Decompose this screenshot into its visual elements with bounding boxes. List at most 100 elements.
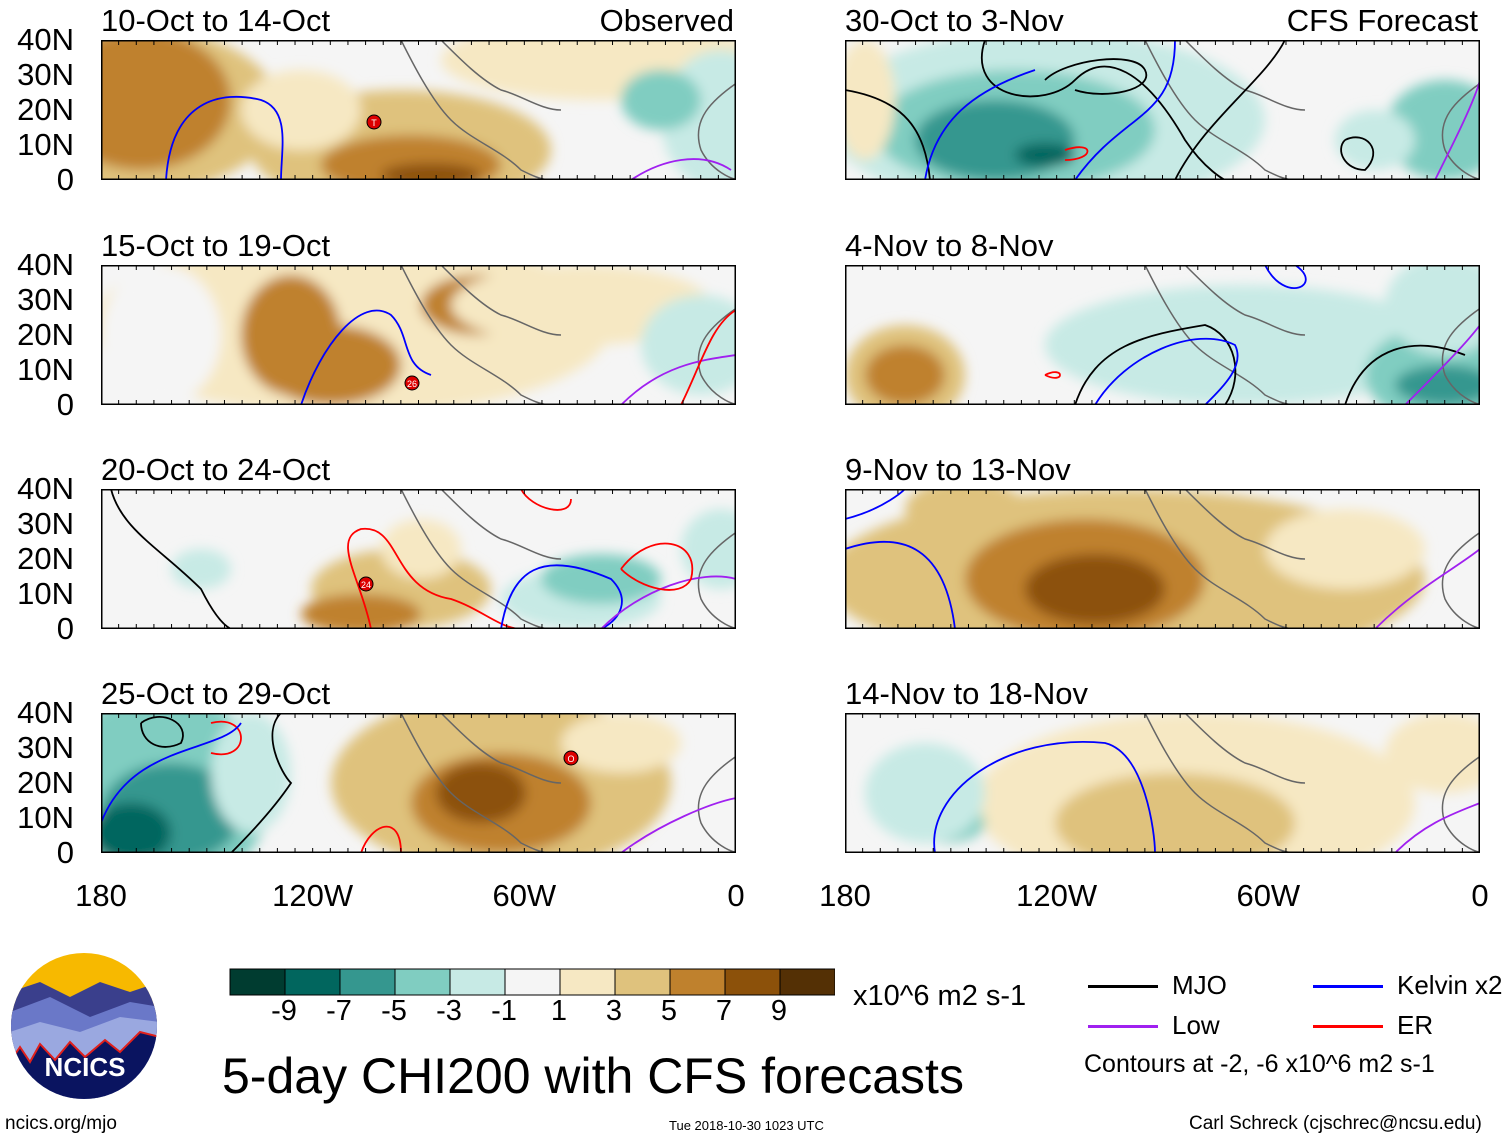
anomaly-region	[1395, 365, 1480, 405]
wave-contour	[520, 489, 572, 511]
wave-contour	[620, 354, 736, 405]
wave-contour	[1044, 371, 1061, 379]
wave-contour	[680, 309, 736, 405]
wave-contour	[210, 720, 242, 756]
wave-contour	[1074, 324, 1237, 405]
anomaly-region	[865, 345, 945, 405]
lat-tick-label: 40N	[17, 695, 74, 730]
anomaly-region	[1335, 110, 1415, 170]
legend-line	[1088, 1025, 1158, 1028]
column-label: CFS Forecast	[1286, 3, 1478, 38]
anomaly-region	[381, 163, 481, 180]
lon-tick-label: 120W	[1016, 878, 1098, 913]
wave-contour	[845, 89, 931, 180]
lat-tick-label: 0	[56, 611, 74, 646]
colorbar-swatch	[229, 968, 286, 996]
svg-text:24: 24	[361, 580, 371, 590]
lat-tick-label: 10N	[17, 800, 74, 835]
anomaly-region	[1385, 713, 1480, 793]
storm-marker: 26	[404, 375, 420, 391]
lon-tick-label: 60W	[1236, 878, 1301, 913]
lat-tick-label: 0	[56, 387, 74, 422]
map-panel: 24	[101, 489, 736, 629]
coastline	[400, 265, 736, 405]
lat-tick-label: 30N	[17, 506, 74, 541]
lat-tick-label: 20N	[17, 765, 74, 800]
panel-title: 14-Nov to 18-Nov	[845, 676, 1088, 711]
wave-contour	[1044, 58, 1148, 95]
wave-contour	[1074, 40, 1176, 180]
lat-tick-label: 20N	[17, 541, 74, 576]
wave-contour	[600, 575, 736, 629]
wave-contour	[1064, 146, 1089, 161]
coastline	[400, 713, 736, 853]
wave-contour	[110, 489, 232, 629]
lat-tick-label: 20N	[17, 92, 74, 127]
coastline	[400, 489, 736, 629]
wave-contour	[620, 542, 694, 591]
panel-title: 20-Oct to 24-Oct	[101, 452, 331, 487]
panel-title: 25-Oct to 29-Oct	[101, 676, 331, 711]
wave-contour	[1374, 548, 1480, 629]
colorbar-swatch	[614, 968, 671, 996]
footer-url[interactable]: ncics.org/mjo	[5, 1113, 117, 1134]
colorbar-tick-label: -3	[436, 995, 462, 1027]
legend-line	[1313, 1025, 1383, 1028]
anomaly-region	[211, 713, 291, 833]
legend-label: ER	[1397, 1010, 1434, 1040]
lat-tick-label: 0	[56, 162, 74, 197]
anomaly-region	[301, 594, 421, 629]
anomaly-region	[1305, 783, 1385, 823]
anomaly-region	[1015, 143, 1075, 167]
wave-contour	[845, 540, 956, 629]
coastline	[1144, 713, 1480, 853]
wave-contour	[1340, 136, 1375, 171]
svg-text:26: 26	[407, 379, 417, 389]
panel-title: 15-Oct to 19-Oct	[101, 228, 331, 263]
svg-text:T: T	[371, 118, 377, 128]
map-panel	[845, 265, 1480, 405]
wave-contour	[1174, 40, 1286, 180]
lat-tick-label: 30N	[17, 730, 74, 765]
legend-label: MJO	[1172, 970, 1227, 1000]
colorbar-tick-label: 9	[770, 995, 788, 1027]
coastline	[1144, 489, 1480, 629]
wave-contour	[101, 722, 242, 824]
footer-author: Carl Schreck (cjschrec@ncsu.edu)	[1189, 1113, 1482, 1134]
colorbar-swatch	[504, 968, 561, 996]
wave-contour	[1394, 802, 1480, 853]
wave-contour	[300, 309, 432, 405]
colorbar-tick-label: -7	[326, 995, 352, 1027]
contour-note: Contours at -2, -6 x10^6 m2 s-1	[1084, 1050, 1435, 1078]
anomaly-region	[241, 70, 361, 150]
anomaly-region	[845, 40, 895, 160]
lon-tick-label: 180	[819, 878, 871, 913]
wave-contour	[933, 741, 1156, 853]
coastline	[1144, 265, 1480, 405]
colorbar-swatch	[669, 968, 726, 996]
wave-contour	[360, 825, 402, 853]
figure-title: 5-day CHI200 with CFS forecasts	[222, 1048, 964, 1104]
anomaly-region	[905, 489, 1025, 539]
map-panel	[845, 40, 1480, 180]
anomaly-region	[1045, 285, 1445, 405]
colorbar-tick-label: -9	[271, 995, 297, 1027]
lat-tick-label: 40N	[17, 22, 74, 57]
units-label: x10^6 m2 s-1	[853, 980, 1027, 1012]
anomaly-region	[451, 265, 711, 345]
lon-tick-label: 0	[727, 878, 745, 913]
anomaly-region	[681, 509, 736, 589]
lat-tick-label: 30N	[17, 282, 74, 317]
wave-contour	[1404, 324, 1480, 405]
lon-tick-label: 180	[75, 878, 127, 913]
legend-label: Kelvin x2	[1397, 970, 1503, 1000]
wave-contour	[230, 713, 293, 853]
panel-title: 4-Nov to 8-Nov	[845, 228, 1054, 263]
anomaly-region	[865, 743, 985, 843]
column-label: Observed	[599, 3, 734, 38]
storm-marker: 24	[358, 576, 374, 592]
wave-contour	[924, 69, 1036, 180]
lon-tick-label: 0	[1471, 878, 1489, 913]
map-panel: T	[101, 40, 736, 180]
